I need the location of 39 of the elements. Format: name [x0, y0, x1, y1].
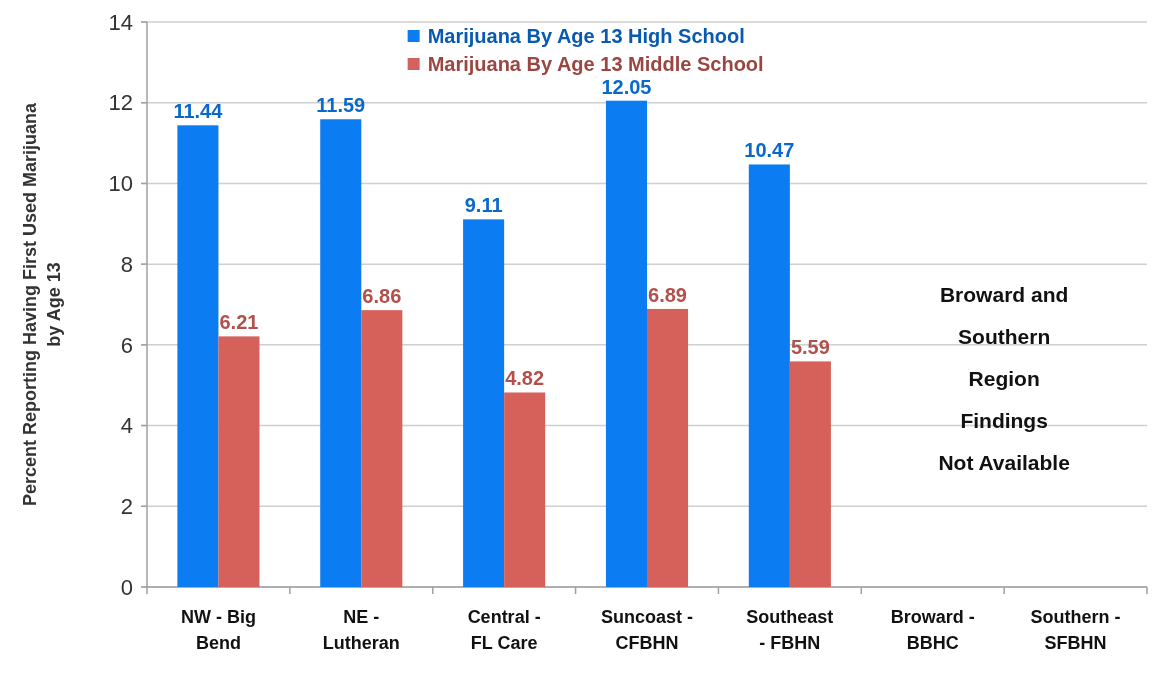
bar	[463, 219, 505, 587]
data-label: 11.59	[316, 94, 366, 117]
x-tick-label: NE - Lutheran	[322, 607, 400, 653]
bar	[361, 310, 403, 587]
x-tick-label: Suncoast - CFBHN	[600, 607, 694, 653]
bar	[177, 125, 219, 587]
y-tick-label: 2	[120, 493, 133, 519]
x-tick-label: Southern - SFBHN	[1030, 607, 1121, 653]
bar	[647, 308, 689, 587]
bar	[748, 164, 790, 587]
data-label: 6.89	[648, 283, 687, 306]
bar	[605, 100, 647, 587]
y-tick-label: 8	[120, 251, 133, 277]
y-tick-label: 4	[120, 413, 133, 439]
bar	[320, 119, 362, 587]
data-label: 4.82	[505, 367, 545, 390]
y-tick-label: 10	[108, 171, 133, 197]
data-label: 5.59	[790, 336, 830, 359]
y-tick-label: 14	[108, 9, 133, 35]
y-tick-label: 6	[120, 332, 133, 358]
bar	[218, 336, 260, 587]
x-tick-label: Central - FL Care	[467, 607, 541, 653]
data-label: 11.44	[173, 100, 224, 123]
annotation: Broward and Southern Region Findings Not Available	[938, 283, 1070, 475]
x-tick-label: Broward - BBHC	[890, 607, 975, 653]
x-tick-label: NW - Big Bend	[180, 607, 256, 653]
data-label: 12.05	[601, 75, 652, 98]
legend-label: Marijuana By Age 13 Middle School	[427, 53, 764, 75]
y-tick-label: 12	[108, 90, 133, 116]
data-label: 6.86	[362, 285, 402, 308]
data-label: 10.47	[744, 139, 795, 162]
data-label: 6.21	[219, 311, 259, 334]
legend-label: Marijuana By Age 13 High School	[427, 25, 745, 47]
bar	[789, 361, 831, 587]
y-axis-title: Percent Reporting Having First Used Marijuana by Age 13	[20, 101, 65, 507]
bar	[504, 392, 546, 587]
x-tick-label: Southeast - FBHN	[746, 607, 834, 653]
y-tick-label: 0	[120, 574, 133, 600]
data-label: 9.11	[464, 194, 503, 217]
